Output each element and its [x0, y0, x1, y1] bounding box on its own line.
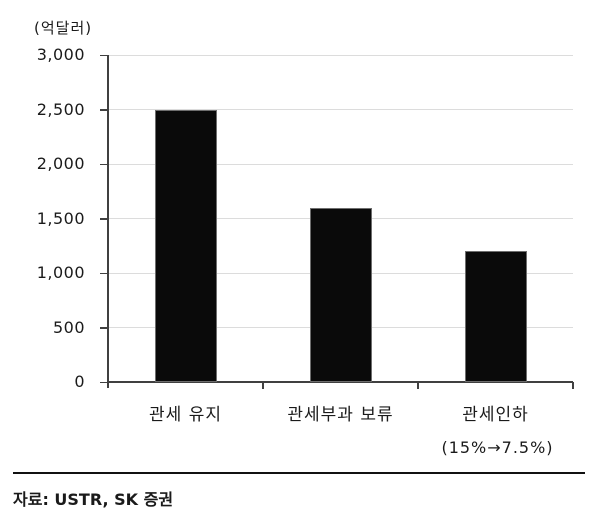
x-category-label: 관세부과 보류 — [287, 405, 394, 425]
x-axis-tick — [417, 382, 419, 389]
y-tick-label: 1,000 — [36, 263, 85, 282]
y-tick-label: 500 — [52, 317, 85, 337]
data-bar — [154, 109, 217, 382]
data-bar — [464, 251, 527, 382]
y-gridline — [108, 109, 573, 110]
y-axis-tick — [100, 381, 108, 383]
y-gridline — [108, 163, 573, 165]
source-divider — [13, 472, 585, 474]
y-axis-tick — [100, 327, 108, 329]
y-tick-label: 0 — [74, 372, 85, 391]
x-axis-tick — [572, 382, 574, 389]
x-category-label: 관세 유지 — [149, 405, 222, 425]
y-axis-unit-label: (억달러) — [34, 19, 93, 37]
y-tick-label: 1,500 — [36, 208, 85, 228]
x-category-label: 관세인하 — [462, 405, 529, 425]
y-axis-tick — [100, 54, 108, 56]
y-gridline — [108, 54, 573, 56]
source-text: 자료: USTR, SK 증권 — [13, 490, 174, 509]
y-axis — [107, 55, 109, 388]
y-tick-label: 2,000 — [36, 154, 85, 173]
y-tick-label: 2,500 — [36, 99, 85, 119]
y-axis-tick — [100, 163, 108, 165]
y-axis-tick — [100, 109, 108, 111]
y-axis-tick — [100, 218, 108, 220]
x-axis — [107, 381, 573, 383]
x-axis-tick — [262, 382, 264, 389]
x-category-sublabel: (15%→7.5%) — [441, 438, 554, 457]
y-axis-tick — [100, 272, 108, 274]
y-tick-label: 3,000 — [36, 45, 85, 64]
data-bar — [309, 207, 372, 382]
